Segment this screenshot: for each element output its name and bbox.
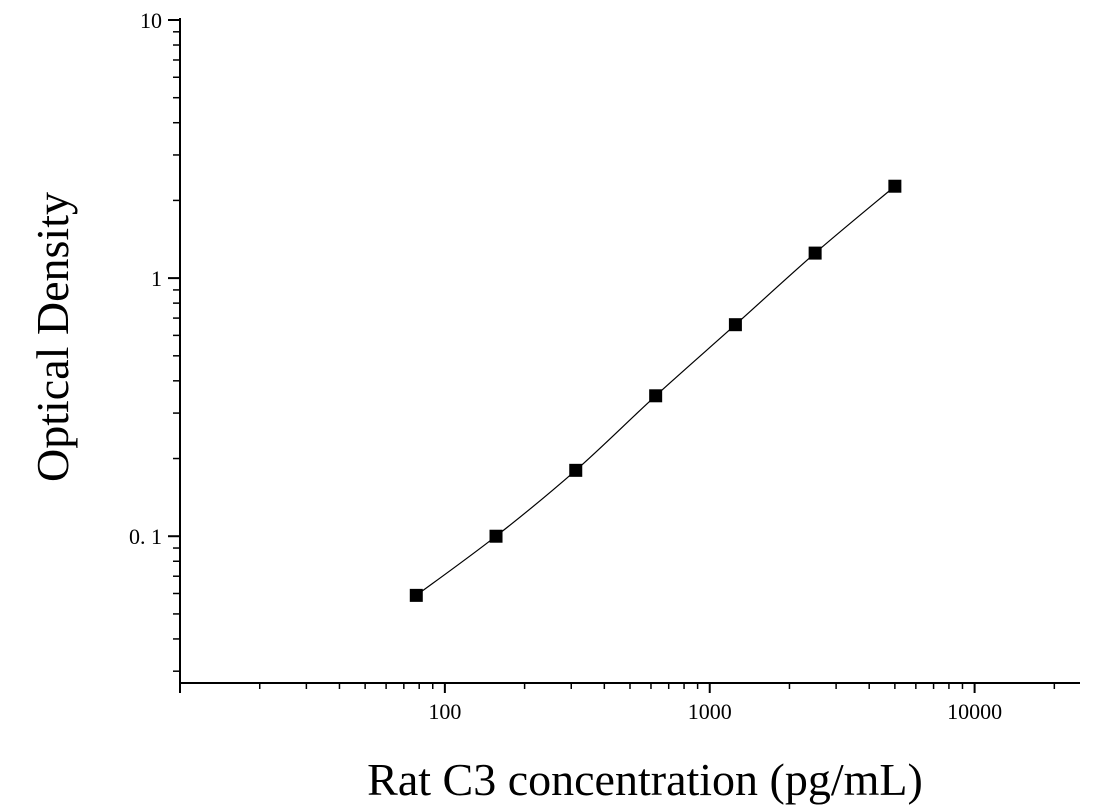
data-point bbox=[409, 588, 423, 602]
data-point bbox=[808, 246, 822, 260]
x-tick-label: 1000 bbox=[688, 699, 732, 724]
data-point bbox=[649, 389, 663, 403]
y-tick-label: 0. 1 bbox=[129, 524, 162, 549]
data-point bbox=[489, 529, 503, 543]
data-point bbox=[569, 463, 583, 477]
data-point bbox=[728, 318, 742, 332]
ticks: 100 1000 10000 0. 1 1 10 bbox=[129, 8, 1056, 724]
axes bbox=[179, 18, 1080, 684]
x-tick-label: 10000 bbox=[947, 699, 1002, 724]
x-axis-title: Rat C3 concentration (pg/mL) bbox=[367, 754, 923, 805]
y-axis-title: Optical Density bbox=[27, 192, 78, 482]
x-tick-label: 100 bbox=[428, 699, 461, 724]
y-tick-label: 1 bbox=[151, 266, 162, 291]
data-point bbox=[888, 179, 902, 193]
y-tick-label: 10 bbox=[140, 8, 162, 33]
data-points bbox=[409, 179, 902, 602]
